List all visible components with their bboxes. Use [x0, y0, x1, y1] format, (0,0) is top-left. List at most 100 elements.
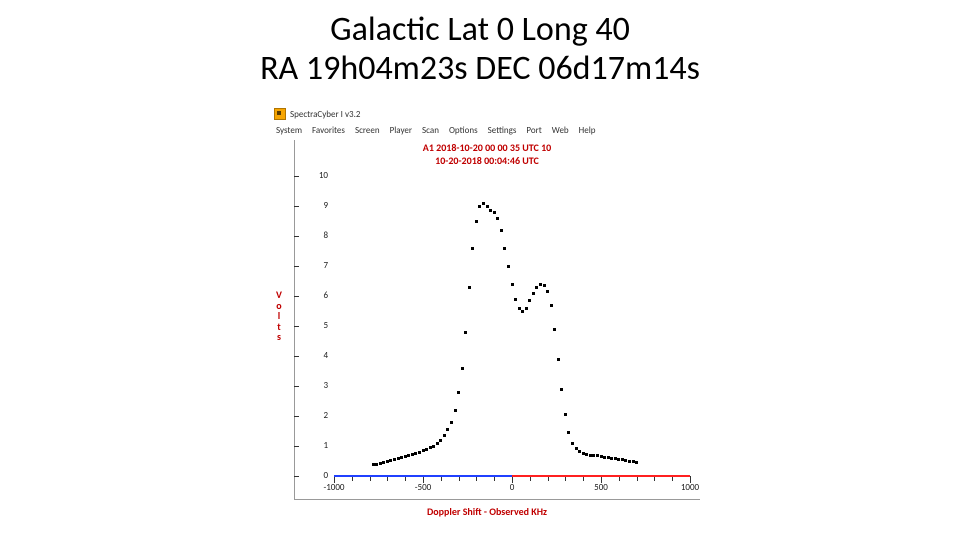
data-point	[500, 229, 503, 232]
menu-options[interactable]: Options	[449, 125, 478, 136]
spectra-app-window: SpectraCyber I v3.2 System Favorites Scr…	[272, 106, 702, 516]
data-point	[539, 283, 542, 286]
y-tick-label: 4	[304, 350, 328, 361]
y-tick-label: 7	[304, 260, 328, 271]
data-point	[582, 452, 585, 455]
data-point	[418, 451, 421, 454]
y-tick-label: 9	[304, 200, 328, 211]
x-tick-label: -500	[403, 482, 443, 493]
x-axis-label: Doppler Shift - Observed KHz	[272, 505, 702, 518]
data-point	[486, 205, 489, 208]
data-point	[525, 307, 528, 310]
data-point	[535, 286, 538, 289]
y-tick	[294, 356, 299, 357]
data-point	[543, 284, 546, 287]
data-point	[375, 463, 378, 466]
axis-blue-segment	[334, 475, 512, 477]
y-tick-label: 1	[304, 440, 328, 451]
data-point	[446, 428, 449, 431]
menu-settings[interactable]: Settings	[488, 125, 517, 136]
data-point	[610, 457, 613, 460]
data-point	[514, 298, 517, 301]
data-point	[603, 456, 606, 459]
y-tick	[294, 206, 299, 207]
data-point	[578, 450, 581, 453]
y-tick-label: 10	[304, 170, 328, 181]
axis-red-segment	[512, 475, 690, 477]
y-tick	[294, 446, 299, 447]
data-point	[585, 453, 588, 456]
data-point	[407, 454, 410, 457]
data-point	[546, 290, 549, 293]
y-tick	[294, 416, 299, 417]
data-point	[521, 310, 524, 313]
y-axis-label: Volts	[274, 290, 284, 343]
y-tick	[294, 176, 299, 177]
app-icon	[274, 108, 286, 120]
data-point	[454, 409, 457, 412]
data-point	[393, 458, 396, 461]
menu-web[interactable]: Web	[552, 125, 569, 136]
menu-player[interactable]: Player	[390, 125, 412, 136]
data-point	[589, 454, 592, 457]
y-tick	[294, 296, 299, 297]
data-point	[432, 445, 435, 448]
data-point	[439, 439, 442, 442]
data-point	[461, 367, 464, 370]
menu-favorites[interactable]: Favorites	[312, 125, 345, 136]
y-tick	[294, 236, 299, 237]
data-point	[475, 220, 478, 223]
data-point	[489, 209, 492, 212]
data-point	[496, 217, 499, 220]
data-point	[397, 457, 400, 460]
data-point	[382, 461, 385, 464]
menu-help[interactable]: Help	[579, 125, 596, 136]
y-tick	[294, 326, 299, 327]
y-tick-label: 8	[304, 230, 328, 241]
chart-header-line-2: 10-20-2018 00:04:46 UTC	[272, 155, 702, 168]
menu-system[interactable]: System	[276, 125, 302, 136]
data-point	[507, 265, 510, 268]
y-tick-label: 0	[304, 470, 328, 481]
menu-screen[interactable]: Screen	[355, 125, 380, 136]
data-point	[617, 458, 620, 461]
app-title: SpectraCyber I v3.2	[290, 109, 360, 120]
data-point	[567, 431, 570, 434]
data-point	[518, 307, 521, 310]
data-point	[482, 202, 485, 205]
chart-header-line-1: A1 2018-10-20 00 00 35 UTC 10	[272, 142, 702, 155]
data-point	[632, 460, 635, 463]
data-point	[411, 453, 414, 456]
data-point	[471, 247, 474, 250]
y-tick-label: 3	[304, 380, 328, 391]
menubar: System Favorites Screen Player Scan Opti…	[272, 122, 702, 138]
data-point	[379, 462, 382, 465]
data-point	[389, 459, 392, 462]
chart-header: A1 2018-10-20 00 00 35 UTC 10 10-20-2018…	[272, 142, 702, 167]
plot-border	[294, 140, 700, 500]
y-tick-label: 2	[304, 410, 328, 421]
data-point	[429, 446, 432, 449]
plot-area: A1 2018-10-20 00 00 35 UTC 10 10-20-2018…	[272, 140, 702, 516]
data-point	[468, 286, 471, 289]
x-tick-label: 1000	[670, 482, 710, 493]
data-point	[414, 452, 417, 455]
data-point	[443, 434, 446, 437]
menu-port[interactable]: Port	[526, 125, 541, 136]
data-point	[575, 447, 578, 450]
data-point	[550, 304, 553, 307]
data-point	[571, 442, 574, 445]
x-tick-label: 500	[581, 482, 621, 493]
y-tick	[294, 476, 299, 477]
data-point	[478, 205, 481, 208]
data-point	[457, 391, 460, 394]
x-tick-label: -1000	[314, 482, 354, 493]
data-point	[624, 459, 627, 462]
y-tick-label: 6	[304, 290, 328, 301]
data-point	[425, 448, 428, 451]
slide-title: Galactic Lat 0 Long 40 RA 19h04m23s DEC …	[0, 10, 960, 88]
menu-scan[interactable]: Scan	[422, 125, 439, 136]
data-point	[614, 457, 617, 460]
title-line-1: Galactic Lat 0 Long 40	[0, 10, 960, 49]
data-point	[600, 455, 603, 458]
